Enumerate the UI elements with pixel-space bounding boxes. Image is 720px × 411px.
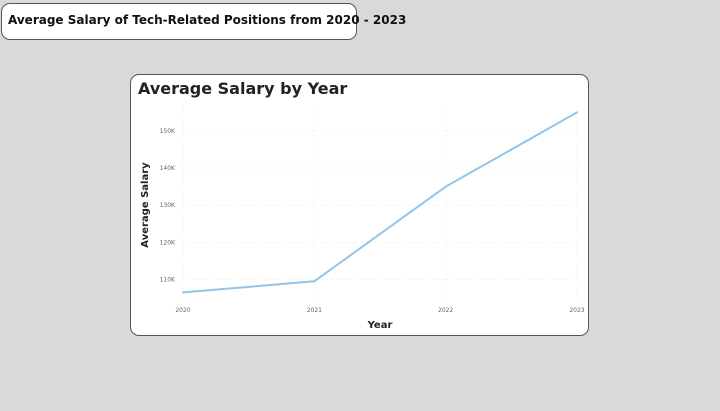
page-title-box: Average Salary of Tech-Related Positions…: [1, 3, 406, 40]
y-tick-label: 130K: [160, 202, 176, 209]
series-layer: [180, 109, 580, 295]
x-axis-title: Year: [367, 320, 393, 331]
x-tick-label: 2020: [175, 307, 190, 314]
series-line[interactable]: [182, 111, 578, 294]
x-tick-label: 2021: [307, 307, 322, 314]
chart-title: Average Salary by Year: [138, 79, 348, 98]
data-point[interactable]: [180, 289, 186, 295]
x-tick-label: 2023: [569, 307, 584, 314]
data-point[interactable]: [574, 109, 580, 115]
y-tick-label: 120K: [160, 239, 176, 246]
y-tick-label: 150K: [160, 128, 176, 135]
chart-card[interactable]: Average Salary by Year 110K 120K 130K 140K 1…: [130, 74, 589, 336]
x-tick-label: 2022: [438, 307, 453, 314]
y-axis-title: Average Salary: [140, 162, 151, 248]
grid-layer: [182, 105, 578, 298]
data-point[interactable]: [311, 278, 317, 284]
x-tick-layer: 2020 2021 2022 2023: [175, 307, 584, 314]
y-tick-layer: 110K 120K 130K 140K 150K: [160, 128, 176, 283]
y-tick-label: 140K: [160, 165, 176, 172]
y-tick-label: 110K: [160, 276, 176, 283]
line-chart: 110K 120K 130K 140K 150K 2020 2021 2022 2023 Av…: [140, 105, 585, 331]
page-title: Average Salary of Tech-Related Positions…: [8, 13, 407, 27]
data-point[interactable]: [443, 184, 449, 190]
